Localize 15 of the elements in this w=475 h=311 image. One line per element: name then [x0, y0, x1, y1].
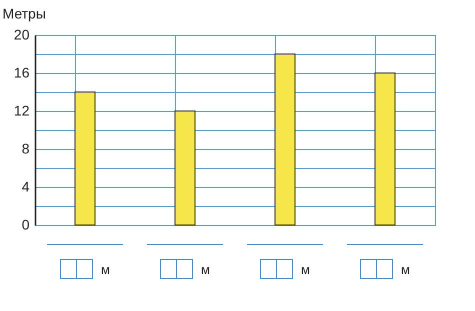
y-axis-title: Метры — [2, 6, 46, 22]
bar — [374, 72, 396, 226]
text: м — [401, 262, 410, 276]
y-tick-label: 0 — [22, 216, 30, 232]
text: м — [201, 262, 210, 276]
bar — [274, 54, 296, 226]
bar — [174, 110, 196, 226]
y-tick-label: 12 — [14, 102, 30, 118]
text: м — [301, 262, 310, 276]
bar — [74, 92, 96, 226]
text: м — [101, 262, 110, 276]
y-tick-label: 16 — [14, 64, 30, 80]
y-tick-label: 8 — [22, 140, 30, 156]
y-tick-label: 20 — [14, 26, 30, 42]
y-tick-label: 4 — [22, 178, 30, 194]
